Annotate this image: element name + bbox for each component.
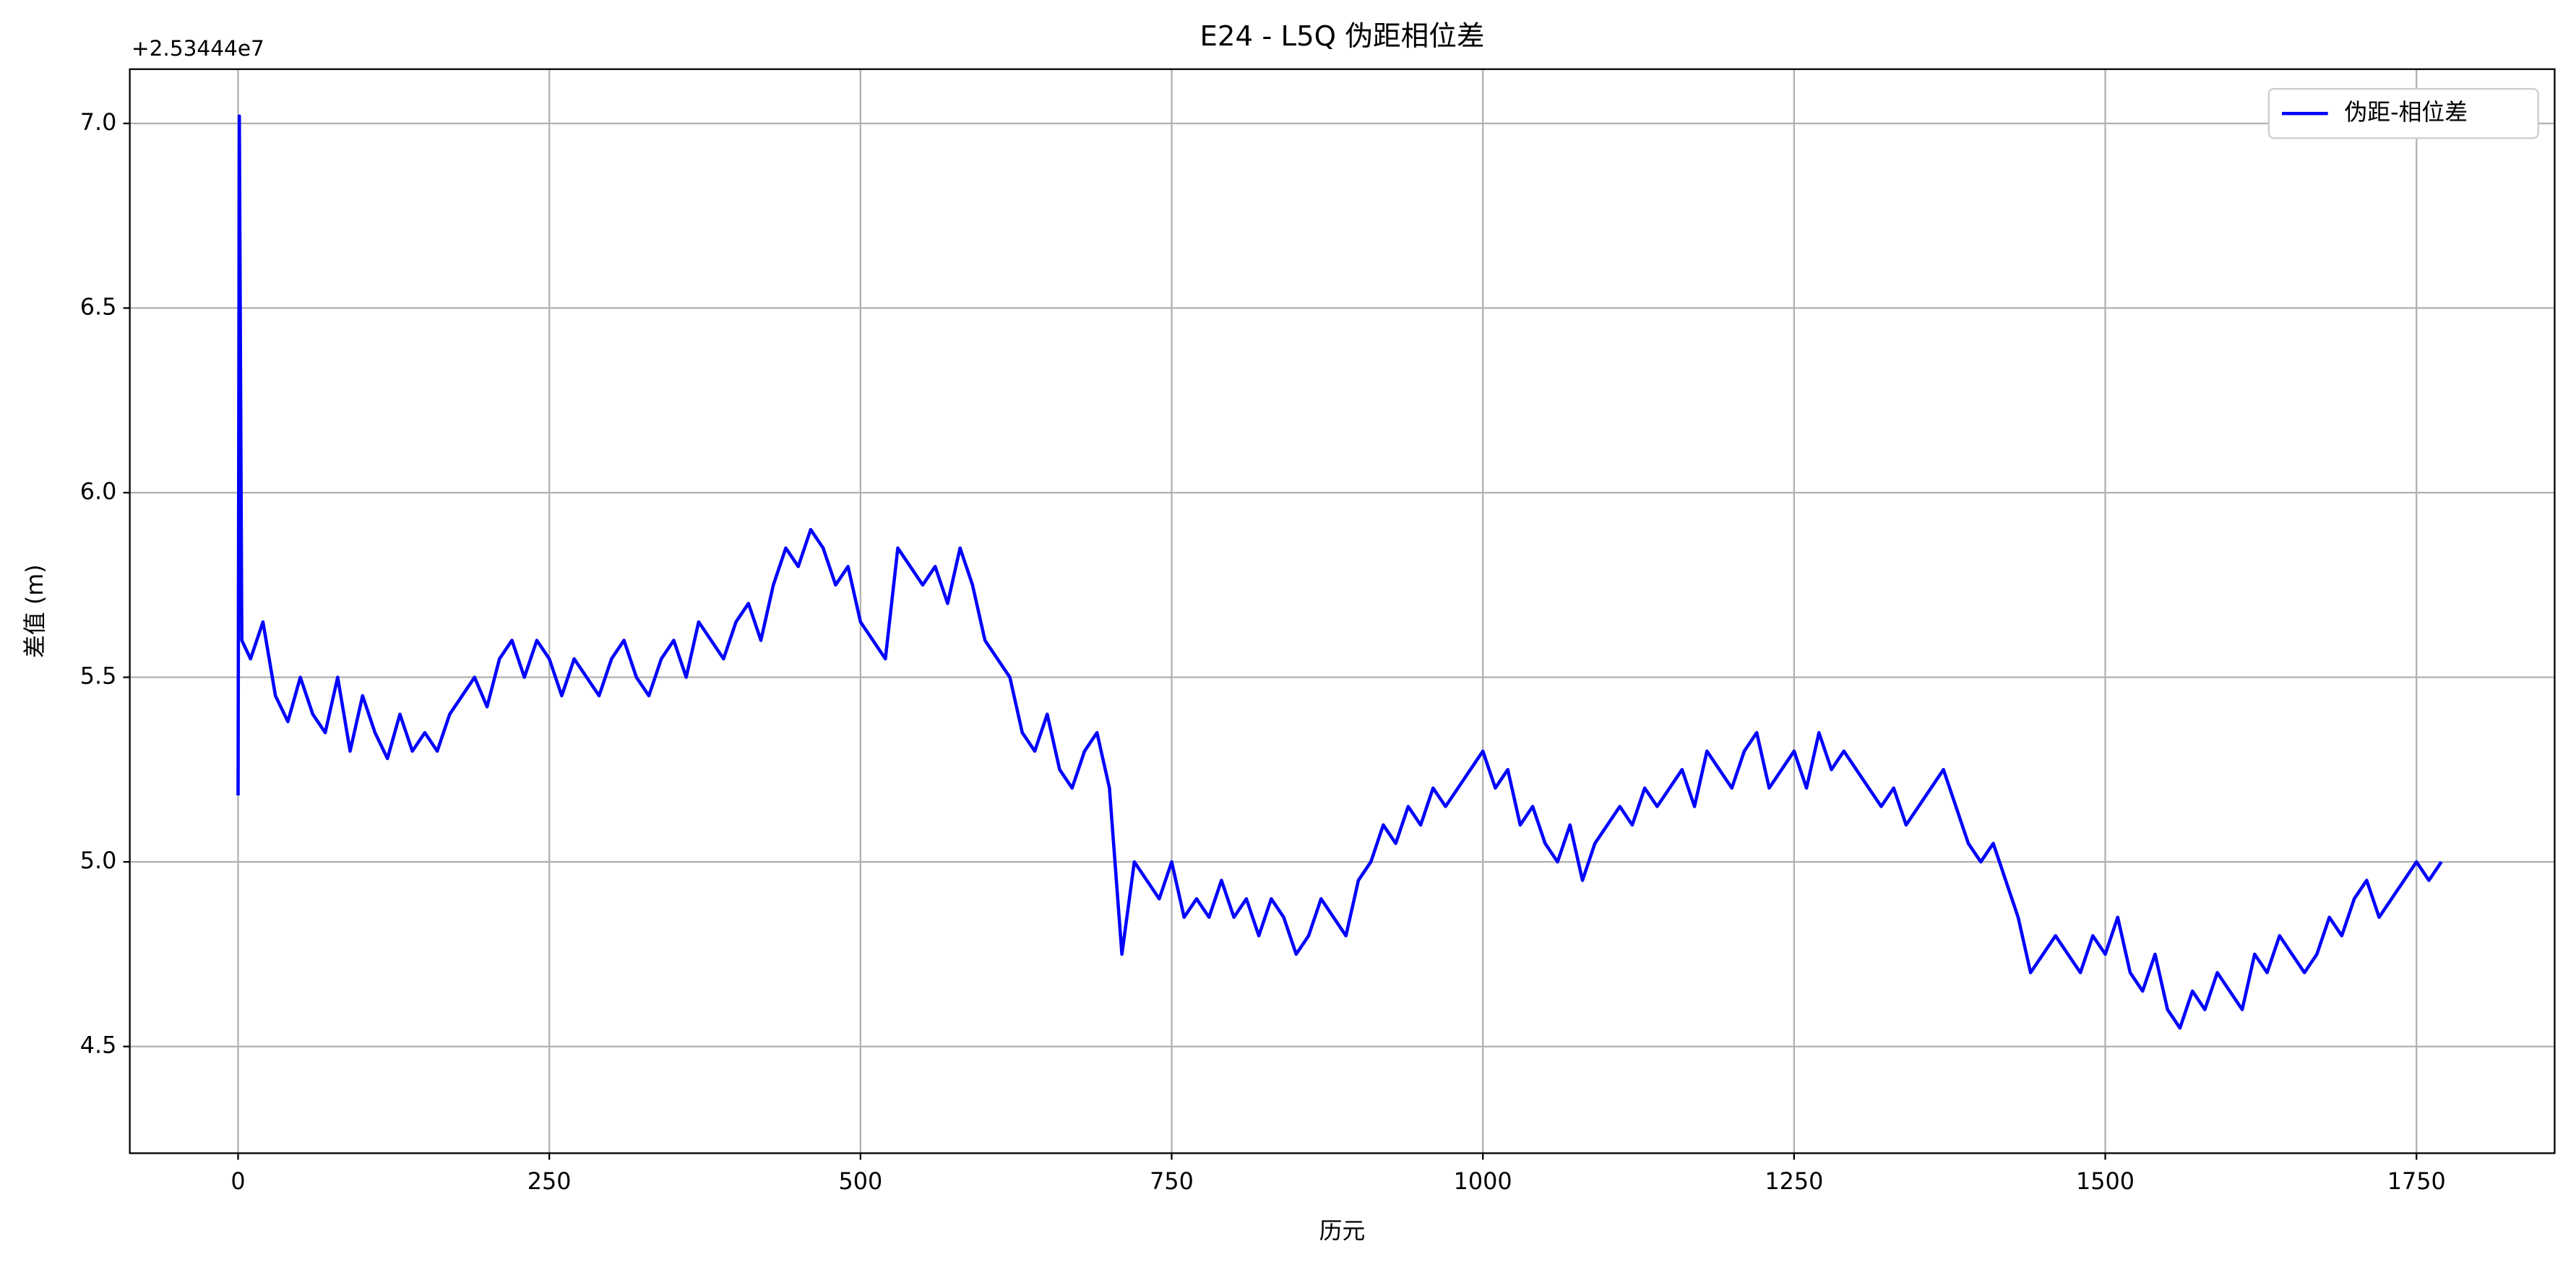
x-axis-label: 历元 (1319, 1217, 1366, 1244)
chart-title: E24 - L5Q 伪距相位差 (1199, 20, 1484, 53)
x-tick-label: 1250 (1765, 1167, 1823, 1195)
x-tick-label: 1750 (2387, 1167, 2446, 1195)
x-tick-label: 0 (231, 1167, 245, 1195)
plot-frame (129, 68, 2556, 1154)
x-tick-label: 750 (1150, 1167, 1194, 1195)
x-tick-label: 500 (838, 1167, 882, 1195)
x-tick-label: 1000 (1454, 1167, 1512, 1195)
y-offset-label: +2.53444e7 (132, 36, 264, 61)
y-tick-label: 6.0 (80, 478, 117, 505)
x-tick-label: 250 (527, 1167, 572, 1195)
line-series (236, 114, 2443, 1030)
legend-label: 伪距-相位差 (2344, 98, 2468, 126)
y-tick-label: 6.5 (80, 293, 117, 320)
y-tick-label: 5.0 (80, 847, 117, 874)
y-tick-label: 5.5 (80, 662, 117, 690)
y-tick-label: 4.5 (80, 1032, 117, 1059)
y-tick-label: 7.0 (80, 108, 117, 136)
x-tick-label: 1500 (2076, 1167, 2135, 1195)
y-axis-label: 差值 (m) (21, 564, 48, 658)
legend-box (2267, 87, 2539, 139)
